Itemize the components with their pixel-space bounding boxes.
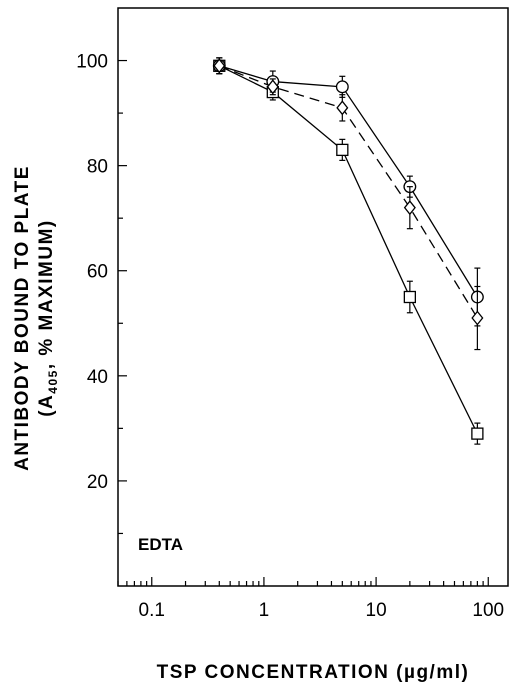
y-axis-ticks: 20 40 60 80 100 [76,52,127,535]
x-axis-ticks: 0.1 1 10 100 [117,577,504,621]
y-axis-title: ANTIBODY BOUND TO PLATE (A405, % MAXIMUM… [12,165,60,471]
y-tick-label: 40 [87,367,108,388]
x-tick-label: 1 [259,600,270,621]
series-line-square [219,65,478,434]
annotation-edta: EDTA [138,535,183,554]
plot-frame [117,7,509,587]
y-tick-label: 60 [87,262,108,283]
data-point-diamond [403,200,416,216]
data-point-square [471,427,484,440]
data-point-square [336,143,349,157]
y-tick-label: 20 [87,472,108,493]
data-point-diamond [213,58,226,74]
data-point-circle [335,80,349,94]
data-point-diamond [336,100,349,116]
y-axis-title-line2-sub: 405 [46,369,60,394]
series-circle [212,57,484,327]
x-tick-label: 100 [472,600,504,621]
y-tick-label: 80 [87,157,108,178]
series-layer [212,57,484,445]
y-axis-title-line2-post: , % MAXIMUM) [36,219,57,369]
series-diamond [213,57,484,351]
data-point-square [403,290,417,304]
y-axis-title-line1: ANTIBODY BOUND TO PLATE [12,165,33,471]
y-axis-title-line2-pre: (A [36,394,57,417]
y-axis-title-line2: (A405, % MAXIMUM) [36,219,60,417]
series-line-diamond [219,65,478,319]
x-tick-label: 0.1 [139,600,165,621]
data-point-diamond [266,79,279,95]
x-tick-label: 10 [366,600,387,621]
series-line-circle [219,65,478,298]
y-tick-label: 100 [76,52,108,73]
series-square [213,57,484,445]
x-axis-title: TSP CONCENTRATION (µg/ml) [157,662,470,683]
data-point-diamond [471,310,484,326]
